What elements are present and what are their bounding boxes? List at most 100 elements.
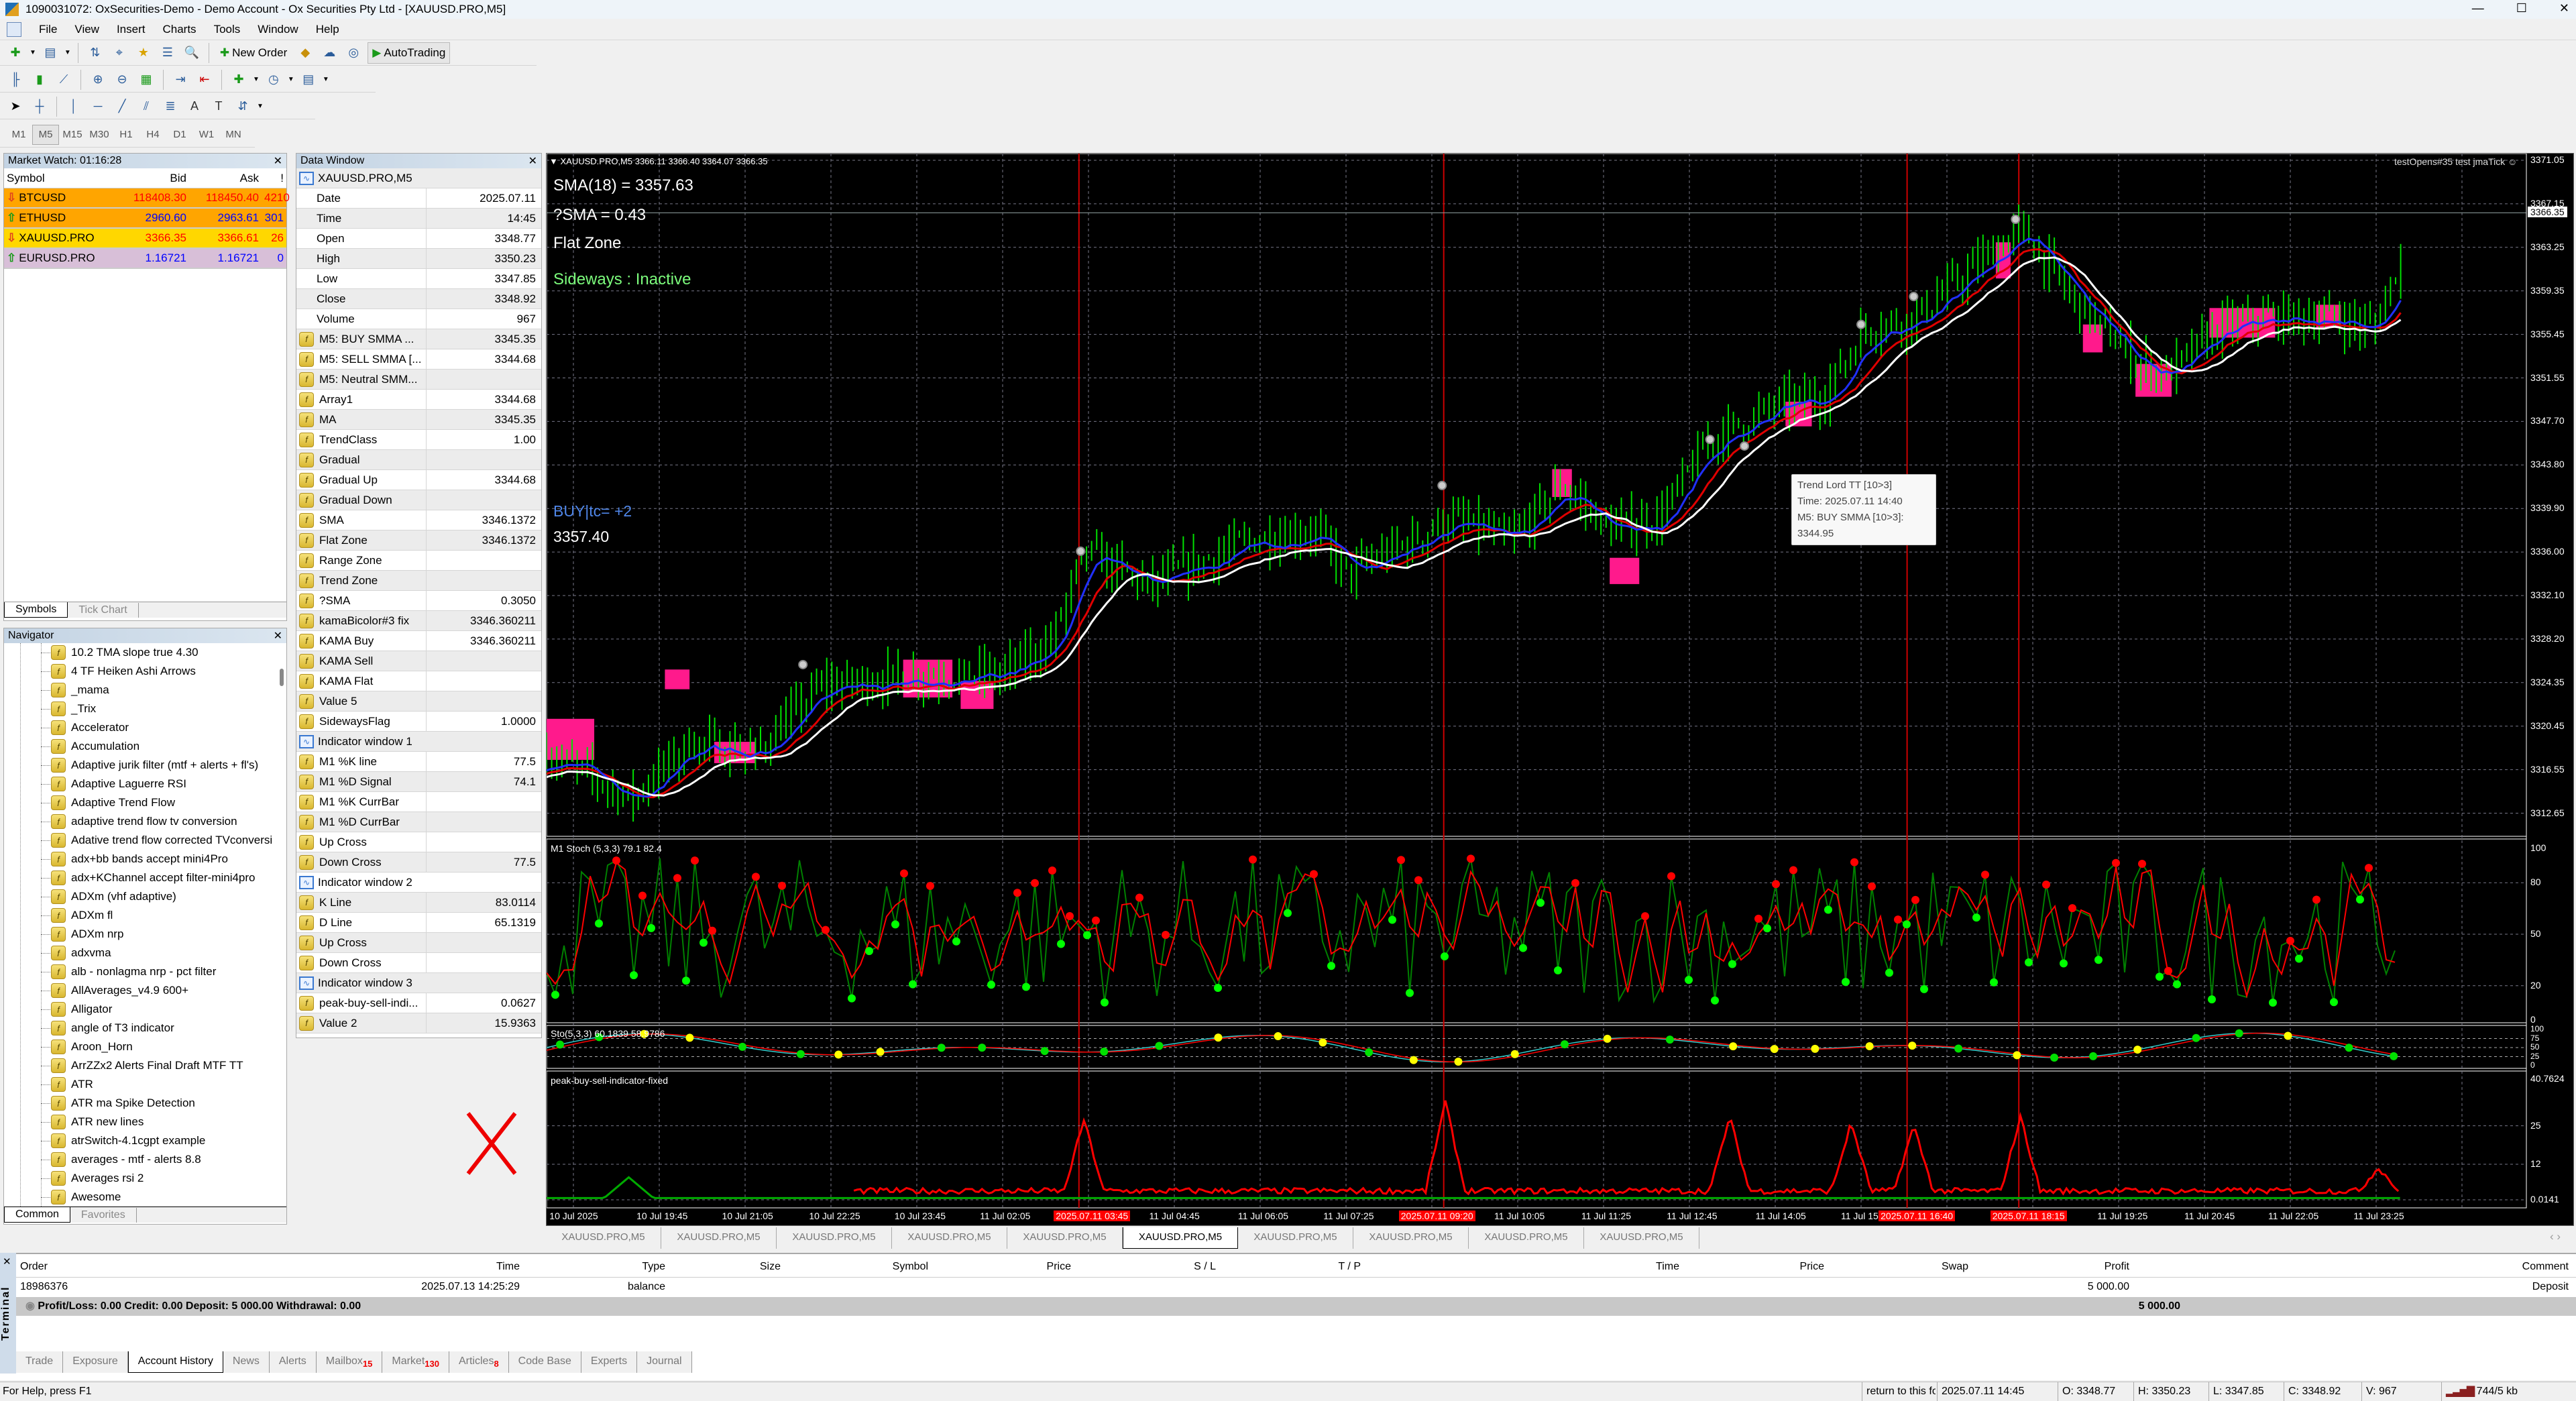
strategy-tester-icon[interactable]: 🔍 [184,46,200,59]
terminal-icon[interactable]: ☰ [162,46,173,59]
new-chart-icon[interactable]: ✚ [10,46,21,59]
navigator-item[interactable]: f adxvma [4,944,272,962]
column-comment[interactable]: Comment [2522,1261,2569,1272]
navigator-item[interactable]: f _mama [4,681,272,699]
tab-news[interactable]: News [223,1351,270,1373]
menu-help[interactable]: Help [315,22,339,36]
navigator-item[interactable]: f atrSwitch-4.1cgpt example [4,1131,272,1150]
data-window-icon[interactable]: ⌖ [115,46,123,59]
tab-code-base[interactable]: Code Base [509,1351,581,1373]
vertical-line-icon[interactable]: │ [70,99,78,113]
menu-charts[interactable]: Charts [162,22,197,36]
periods-icon[interactable]: ◷ [268,72,279,86]
tab-journal[interactable]: Journal [637,1351,692,1373]
market-watch-row[interactable]: ⇧ ETHUSD 2960.60 2963.61 301 [4,209,286,229]
navigator-item[interactable]: f 4 TF Heiken Ashi Arrows [4,662,272,681]
market-watch-row[interactable]: ⇧ EURUSD.PRO 1.16721 1.16721 0 [4,249,286,269]
column-t-p[interactable]: T / P [1338,1261,1361,1272]
tab-scroll-arrows-icon[interactable]: ‹ › [2549,1230,2561,1243]
tab-market[interactable]: Market130 [382,1351,449,1373]
column-price[interactable]: Price [1046,1261,1071,1272]
navigator-item[interactable]: f AllAverages_v4.9 600+ [4,981,272,1000]
timeframe-w1[interactable]: W1 [199,129,215,140]
navigator-item[interactable]: f Adative trend flow corrected TVconversi… [4,831,272,850]
navigator-item[interactable]: f ArrZZx2 Alerts Final Draft MTF TT [4,1056,272,1075]
mdi-window-icon[interactable] [7,21,21,37]
zoom-in-icon[interactable]: ⊕ [93,72,103,86]
timeframe-mn[interactable]: MN [225,129,241,140]
navigator-item[interactable]: f ATR new lines [4,1113,272,1131]
new-order-button[interactable]: ✚ New Order [216,42,291,64]
column-price[interactable]: Price [1799,1261,1824,1272]
navigator-item[interactable]: f Accelerator [4,718,272,737]
text-label-icon[interactable]: T [215,99,223,113]
tab-mailbox[interactable]: Mailbox15 [317,1351,383,1373]
chart-tab[interactable]: XAUUSD.PRO,M5 [1584,1227,1699,1249]
fibonacci-icon[interactable]: ≣ [165,99,176,113]
navigator-item[interactable]: f ADXm nrp [4,925,272,944]
close-icon[interactable]: ✕ [528,156,537,167]
navigator-item[interactable]: f _Trix [4,699,272,718]
terminal-close-icon[interactable]: ✕ [3,1256,11,1268]
menu-window[interactable]: Window [258,22,298,36]
timeframe-m5[interactable]: M5 [32,124,59,145]
timeframe-d1[interactable]: D1 [173,129,186,140]
navigator-item[interactable]: f ATR ma Spike Detection [4,1094,272,1113]
navigator-item[interactable]: f 10.2 TMA slope true 4.30 [4,643,272,662]
vps-icon[interactable]: ☁ [323,46,336,59]
column-type[interactable]: Type [642,1261,665,1272]
indicators-icon[interactable]: ✚ [233,72,244,86]
line-chart-icon[interactable]: ⟋ [59,72,68,86]
zoom-out-icon[interactable]: ⊖ [117,72,127,86]
templates-icon[interactable]: ▤ [302,72,315,86]
column-size[interactable]: Size [759,1261,781,1272]
chart-tab[interactable]: XAUUSD.PRO,M5 [1007,1227,1123,1249]
chart-shift-icon[interactable]: ⇤ [199,72,210,86]
autotrading-button[interactable]: ▶ AutoTrading [368,42,451,64]
maximize-icon[interactable]: ☐ [2516,1,2527,15]
navigator-item[interactable]: f Alligator [4,1000,272,1019]
menu-view[interactable]: View [74,22,99,36]
timeframe-h4[interactable]: H4 [146,129,160,140]
timeframe-m15[interactable]: M15 [62,129,82,140]
column-order[interactable]: Order [20,1261,48,1272]
navigator-item[interactable]: f adx+bb bands accept mini4Pro [4,850,272,868]
navigator-item[interactable]: f ATR [4,1075,272,1094]
arrows-icon[interactable]: ⇵ [237,99,248,113]
chart-tab[interactable]: XAUUSD.PRO,M5 [1469,1227,1584,1249]
chart-tab[interactable]: XAUUSD.PRO,M5 [1238,1227,1353,1249]
navigator-item[interactable]: f Accumulation [4,737,272,756]
navigator-item[interactable]: f Awesome [4,1188,272,1207]
column-swap[interactable]: Swap [1941,1261,1968,1272]
column-time[interactable]: Time [496,1261,520,1272]
navigator-icon[interactable]: ★ [137,46,149,59]
navigator-item[interactable]: f angle of T3 indicator [4,1019,272,1038]
navigator-item[interactable]: f ADXm fl [4,906,272,925]
navigator-scrollbar[interactable] [280,669,284,686]
equidistant-channel-icon[interactable]: ⫽ [143,99,150,113]
column-symbol[interactable]: Symbol [892,1261,928,1272]
market-watch-icon[interactable]: ⇅ [90,46,101,59]
navigator-item[interactable]: f Adaptive jurik filter (mtf + alerts + f… [4,756,272,775]
column-ask[interactable]: Ask [239,171,259,184]
navigator-item[interactable]: f alb - nonlagma nrp - pct filter [4,962,272,981]
navigator-item[interactable]: f Aroon_Horn [4,1038,272,1056]
horizontal-line-icon[interactable]: ─ [93,99,103,113]
tab-account-history[interactable]: Account History [127,1351,223,1373]
chart-tab[interactable]: XAUUSD.PRO,M5 [777,1227,892,1249]
chart-tab[interactable]: XAUUSD.PRO,M5 [1123,1227,1238,1249]
tab-articles[interactable]: Articles8 [449,1351,509,1373]
close-icon[interactable]: ✕ [273,630,282,642]
market-watch-row[interactable]: ⇩ BTCUSD 118408.30 118450.40 4210 [4,188,290,209]
tile-windows-icon[interactable]: ▦ [140,72,152,86]
column-profit[interactable]: Profit [2104,1261,2129,1272]
tab-common[interactable]: Common [4,1207,70,1223]
text-icon[interactable]: A [190,99,199,113]
candlestick-icon[interactable]: ▮ [36,72,43,86]
column-symbol[interactable]: Symbol [7,171,45,184]
navigator-item[interactable]: f adx+KChannel accept filter-mini4pro [4,868,272,887]
timeframe-m1[interactable]: M1 [11,129,26,140]
price-chart[interactable]: ▼ XAUUSD.PRO,M5 3366.11 3366.40 3364.07 … [546,153,2574,1226]
tab-experts[interactable]: Experts [581,1351,638,1373]
navigator-item[interactable]: f ADXm (vhf adaptive) [4,887,272,906]
